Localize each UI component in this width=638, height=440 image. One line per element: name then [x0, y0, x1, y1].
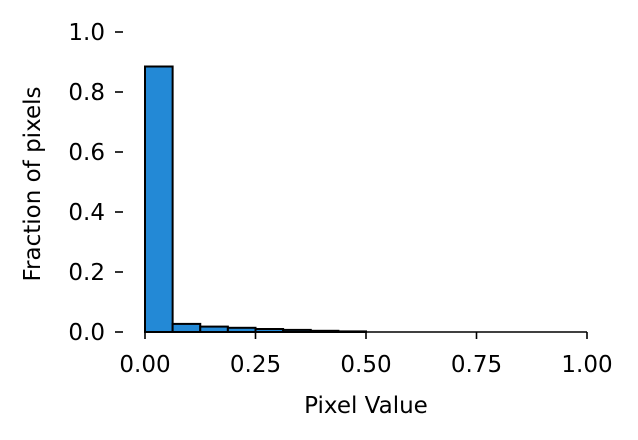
histogram-bar	[171, 322, 202, 333]
x-tick-label: 0.75	[451, 352, 502, 378]
y-tick-label: 0.6	[68, 140, 105, 166]
y-tick-label: 0.0	[68, 320, 105, 346]
histogram-bar	[199, 325, 229, 334]
x-tick-label: 0.50	[340, 352, 391, 378]
y-tick-label: 1.0	[68, 20, 105, 46]
y-tick-label: 0.2	[68, 260, 105, 286]
histogram-bars	[144, 65, 367, 334]
x-tick-label: 1.00	[561, 352, 612, 378]
y-axis-label: Fraction of pixels	[20, 86, 46, 281]
histogram-bar	[144, 65, 174, 333]
x-axis-label: Pixel Value	[304, 393, 428, 419]
x-tick-label: 0.00	[119, 352, 170, 378]
y-tick-label: 0.4	[68, 200, 105, 226]
y-axis-ticks: 0.0 0.2 0.4 0.6 0.8 1.0	[68, 20, 123, 346]
x-tick-label: 0.25	[230, 352, 281, 378]
y-tick-label: 0.8	[68, 80, 105, 106]
x-axis-ticks: 0.00 0.25 0.50 0.75 1.00	[119, 332, 613, 378]
